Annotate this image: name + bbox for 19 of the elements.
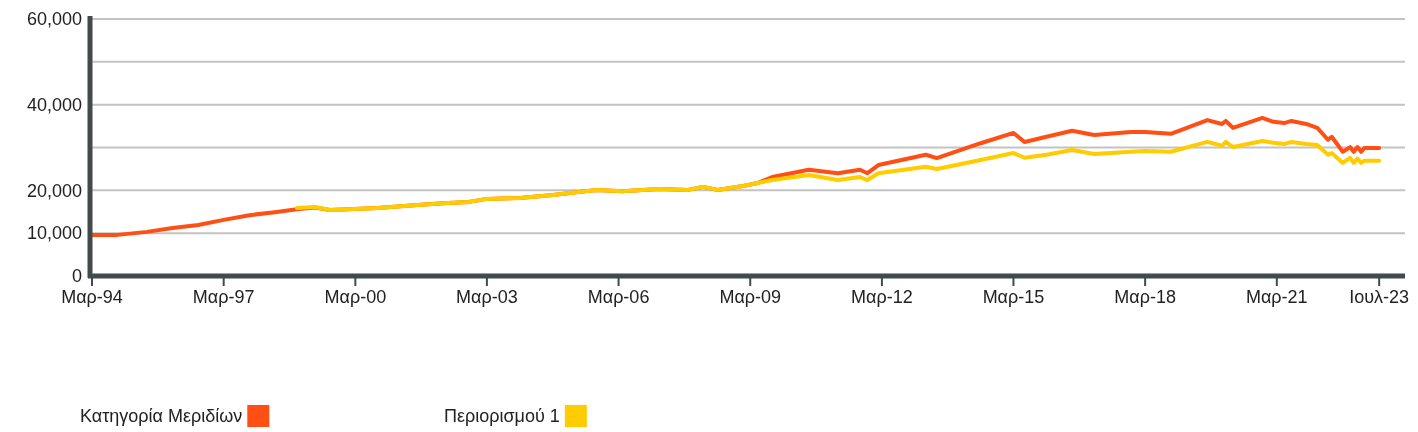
legend-label: Κατηγορία Μεριδίων [80,406,243,427]
y-tick-label: 10,000 [26,223,82,244]
x-tick-label: Μαρ-15 [982,287,1045,307]
x-tick-label: Μαρ-94 [61,287,123,307]
x-tick-label: Μαρ-00 [324,287,387,307]
line-series [294,139,1382,213]
x-tick-label: Μαρ-21 [1245,287,1308,307]
y-tick-label: 60,000 [26,9,82,30]
x-tick-label: Ιουλ-23 [1349,287,1410,307]
legend-label: Περιορισμού 1 [444,406,560,427]
x-tick-label: Μαρ-09 [719,287,782,307]
x-tick-label: Μαρ-12 [851,287,913,307]
x-tick-label: Μαρ-03 [456,287,518,307]
y-tick-label: 20,000 [26,180,82,201]
x-tick-label: Μαρ-06 [587,287,650,307]
y-tick-label: 0 [71,266,82,287]
x-tick-label: Μαρ-18 [1114,287,1176,307]
y-tick-label: 40,000 [26,94,82,115]
x-tick-label: Μαρ-97 [192,287,255,307]
